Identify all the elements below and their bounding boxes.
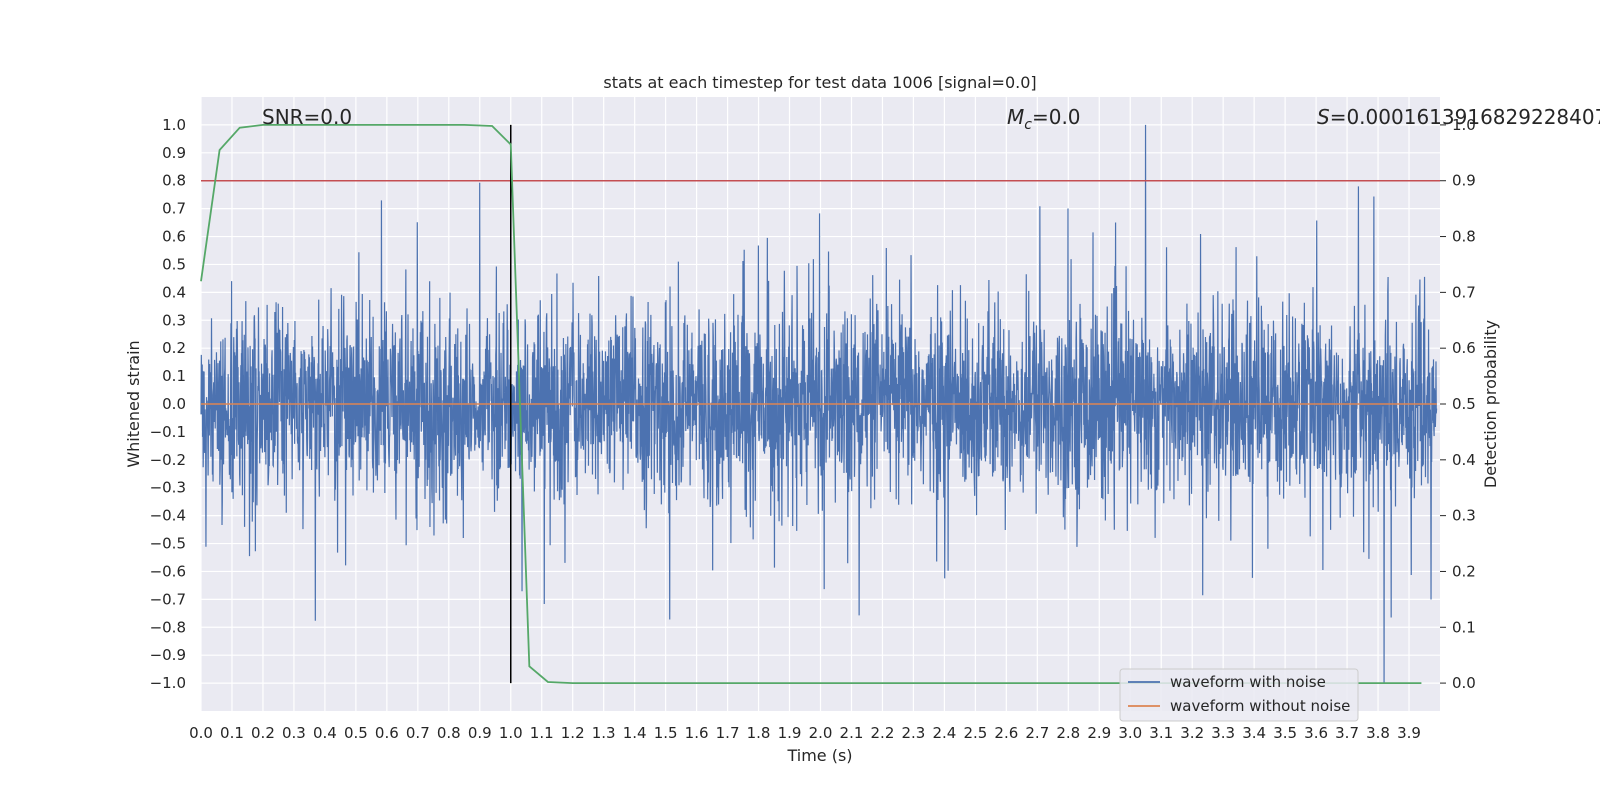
x-tick-labels: 0.0 0.1 0.2 0.3 0.4 0.5 0.6 0.7 0.8 0.9 1.0 1.1 1.2 1…: [189, 724, 1421, 742]
legend-box: [1119, 668, 1359, 722]
x-tick-label: 3.7: [1335, 724, 1359, 742]
x-tick-label: 0.1: [220, 724, 244, 742]
y-tick-label: −0.5: [150, 535, 186, 553]
y-right-tick-label: 0.1: [1452, 618, 1476, 636]
y-right-tick-label: 0.2: [1452, 562, 1476, 580]
y-tick-label: 0.7: [162, 200, 186, 218]
y-right-tick-label: 0.3: [1452, 507, 1476, 525]
x-tick-label: 0.5: [344, 724, 368, 742]
x-tick-label: 2.9: [1087, 724, 1111, 742]
y-tick-label: 0.9: [162, 144, 186, 162]
y-tick-label: −0.9: [150, 646, 186, 664]
x-tick-label: 2.2: [871, 724, 895, 742]
y-tick-labels: 1.0 0.9 0.8 0.7 0.6 0.5 0.4 0.3 0.2 0.1 0.0 −0.1 −0.…: [150, 116, 186, 692]
series-detection-probability: [200, 124, 1422, 684]
x-tick-label: 0.4: [313, 724, 337, 742]
x-tick-label: 2.8: [1056, 724, 1080, 742]
y-tick-label: −0.7: [150, 590, 186, 608]
y-tick-label: 0.8: [162, 172, 186, 190]
x-tick-label: 1.5: [654, 724, 678, 742]
x-tick-label: 1.7: [716, 724, 740, 742]
x-tick-label: 2.0: [809, 724, 833, 742]
y-right-tick-label: 0.7: [1452, 283, 1476, 301]
x-tick-label: 3.0: [1118, 724, 1142, 742]
y-right-tick-label: 0.0: [1452, 674, 1476, 692]
y-right-tick-label: 0.5: [1452, 395, 1476, 413]
y-right-tick-labels: 1.0 0.9 0.8 0.7 0.6 0.5 0.4 0.3 0.2 0.1 0.0: [1440, 116, 1476, 692]
legend: waveform with noise waveform without noi…: [1119, 668, 1359, 722]
y-tick-label: −0.3: [150, 479, 186, 497]
y-right-axis-label: Detection probability: [1481, 320, 1500, 488]
x-axis-label: Time (s): [786, 746, 852, 765]
y-right-tick-label: 0.9: [1452, 172, 1476, 190]
x-tick-label: 1.9: [778, 724, 802, 742]
waveform-with-noise-line: [200, 124, 1438, 684]
x-tick-label: 1.4: [623, 724, 647, 742]
x-tick-label: 3.5: [1273, 724, 1297, 742]
x-tick-label: 2.4: [932, 724, 956, 742]
s-annotation: S=0.0001613916829228407: [1317, 105, 1600, 129]
x-tick-label: 2.1: [840, 724, 864, 742]
x-tick-label: 3.8: [1366, 724, 1390, 742]
y-tick-label: 0.4: [162, 283, 186, 301]
legend-label-waveform-with-noise: waveform with noise: [1170, 673, 1326, 691]
x-tick-label: 0.8: [437, 724, 461, 742]
x-tick-label: 0.6: [375, 724, 399, 742]
chirp-mass-annotation: Mc=0.0: [1007, 105, 1081, 133]
y-tick-label: 0.3: [162, 311, 186, 329]
x-tick-label: 1.1: [530, 724, 554, 742]
y-tick-label: −0.2: [150, 451, 186, 469]
chart-title: stats at each timestep for test data 100…: [603, 73, 1036, 92]
x-tick-label: 2.7: [1025, 724, 1049, 742]
y-tick-label: 1.0: [162, 116, 186, 134]
x-tick-label: 0.7: [406, 724, 430, 742]
series-waveform-with-noise: [200, 124, 1438, 684]
x-tick-label: 3.2: [1180, 724, 1204, 742]
x-tick-label: 3.1: [1149, 724, 1173, 742]
y-right-tick-label: 0.6: [1452, 339, 1476, 357]
y-right-tick-label: 0.4: [1452, 451, 1476, 469]
y-tick-label: 0.6: [162, 228, 186, 246]
y-tick-label: −0.1: [150, 423, 186, 441]
x-tick-label: 2.6: [994, 724, 1018, 742]
y-tick-label: 0.5: [162, 255, 186, 273]
legend-label-waveform-without-noise: waveform without noise: [1170, 697, 1350, 715]
x-tick-label: 0.2: [251, 724, 275, 742]
x-tick-label: 3.3: [1211, 724, 1235, 742]
y-tick-label: 0.1: [162, 367, 186, 385]
y-tick-label: 0.0: [162, 395, 186, 413]
y-tick-label: 0.2: [162, 339, 186, 357]
x-tick-label: 0.3: [282, 724, 306, 742]
x-tick-label: 1.2: [561, 724, 585, 742]
y-right-tick-label: 0.8: [1452, 228, 1476, 246]
x-tick-label: 0.0: [189, 724, 213, 742]
x-tick-label: 2.5: [963, 724, 987, 742]
x-tick-label: 3.9: [1397, 724, 1421, 742]
y-right-tick-label: 1.0: [1452, 116, 1476, 134]
x-tick-label: 1.8: [747, 724, 771, 742]
x-tick-label: 2.3: [901, 724, 925, 742]
snr-annotation: SNR=0.0: [262, 105, 352, 129]
y-tick-label: −0.6: [150, 562, 186, 580]
x-tick-label: 0.9: [468, 724, 492, 742]
x-tick-label: 1.6: [685, 724, 709, 742]
y-tick-label: −1.0: [150, 674, 186, 692]
x-tick-label: 1.3: [592, 724, 616, 742]
x-tick-label: 3.4: [1242, 724, 1266, 742]
x-tick-label: 3.6: [1304, 724, 1328, 742]
y-axis-label: Whitened strain: [124, 340, 143, 467]
y-tick-label: −0.4: [150, 507, 186, 525]
y-tick-label: −0.8: [150, 618, 186, 636]
x-tick-label: 1.0: [499, 724, 523, 742]
